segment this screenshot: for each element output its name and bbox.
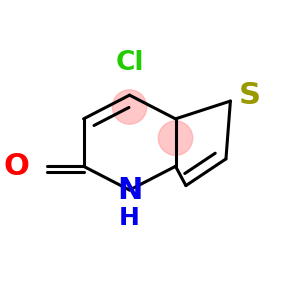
Text: S: S [239, 81, 261, 110]
Text: N: N [117, 176, 142, 205]
Text: O: O [4, 152, 30, 181]
Circle shape [158, 121, 193, 155]
Text: H: H [119, 206, 140, 230]
Text: Cl: Cl [115, 50, 144, 76]
Circle shape [112, 90, 147, 124]
